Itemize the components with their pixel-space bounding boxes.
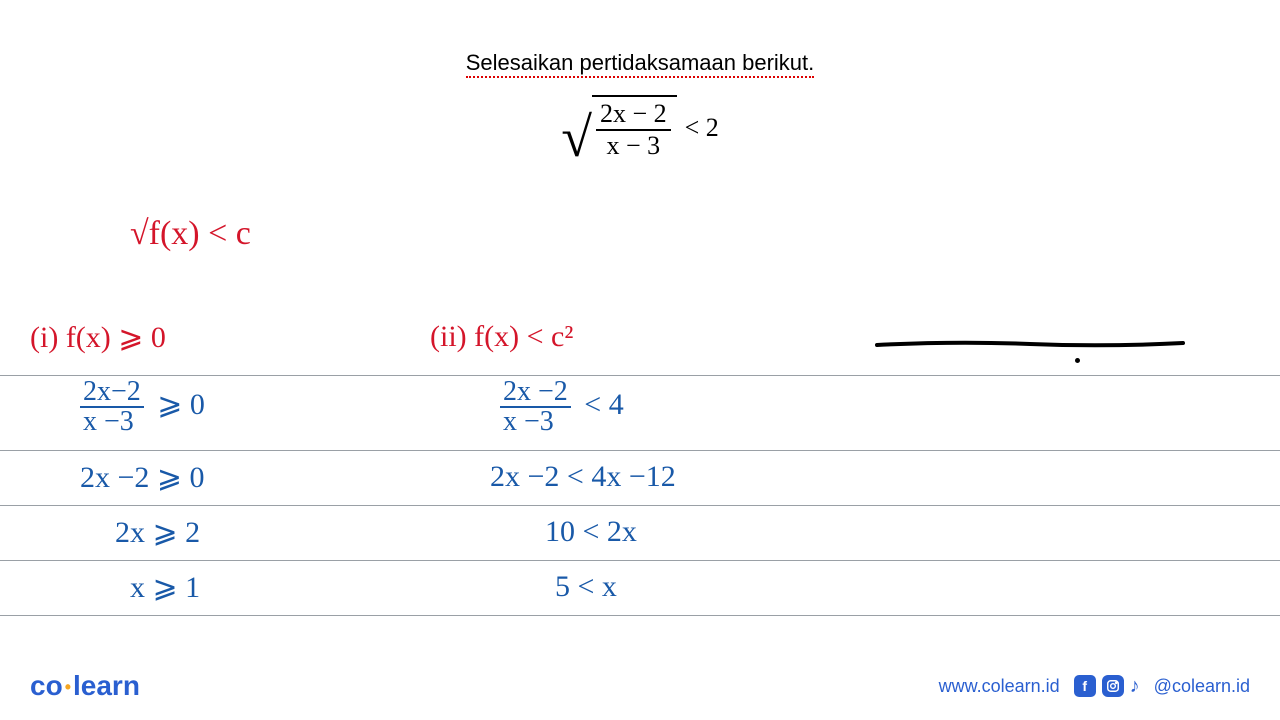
social-icons: f ♪: [1074, 675, 1140, 698]
fraction: 2x − 2 x − 3: [596, 99, 671, 161]
case-ii-step1: 2x −2 x −3 < 4: [500, 378, 624, 436]
case-ii-step2: 2x −2 < 4x −12: [490, 460, 676, 494]
case-i-step4: x ⩾ 1: [130, 570, 200, 605]
sqrt-symbol: √: [561, 124, 592, 152]
number-line-mark: [875, 335, 1185, 343]
numerator: 2x − 2: [596, 99, 671, 131]
tiktok-icon: ♪: [1130, 675, 1140, 698]
footer: co•learn www.colearn.id f ♪ @colearn.id: [0, 670, 1280, 702]
case-ii-header: (ii) f(x) < c²: [430, 320, 573, 354]
title-text: Selesaikan pertidaksamaan berikut.: [466, 50, 815, 78]
case-i-step1: 2x−2 x −3 ⩾ 0: [80, 378, 205, 436]
case-i-header: (i) f(x) ⩾ 0: [30, 320, 166, 355]
footer-handle: @colearn.id: [1154, 676, 1250, 697]
facebook-icon: f: [1074, 675, 1096, 697]
case-ii-step4: 5 < x: [555, 570, 617, 604]
rhs: < 2: [685, 113, 719, 143]
main-formula: √ 2x − 2 x − 3 < 2: [0, 95, 1280, 161]
case-i-step3: 2x ⩾ 2: [115, 515, 200, 550]
dot-icon: •: [65, 677, 71, 697]
footer-url: www.colearn.id: [939, 676, 1060, 697]
case-i-step2: 2x −2 ⩾ 0: [80, 460, 205, 495]
instagram-icon: [1102, 675, 1124, 697]
generic-form: √f(x) < c: [130, 215, 251, 253]
brand-logo: co•learn: [30, 670, 140, 702]
case-ii-step3: 10 < 2x: [545, 515, 637, 549]
problem-title: Selesaikan pertidaksamaan berikut.: [0, 50, 1280, 76]
number-line-dot: [1075, 358, 1080, 363]
denominator: x − 3: [602, 131, 664, 161]
